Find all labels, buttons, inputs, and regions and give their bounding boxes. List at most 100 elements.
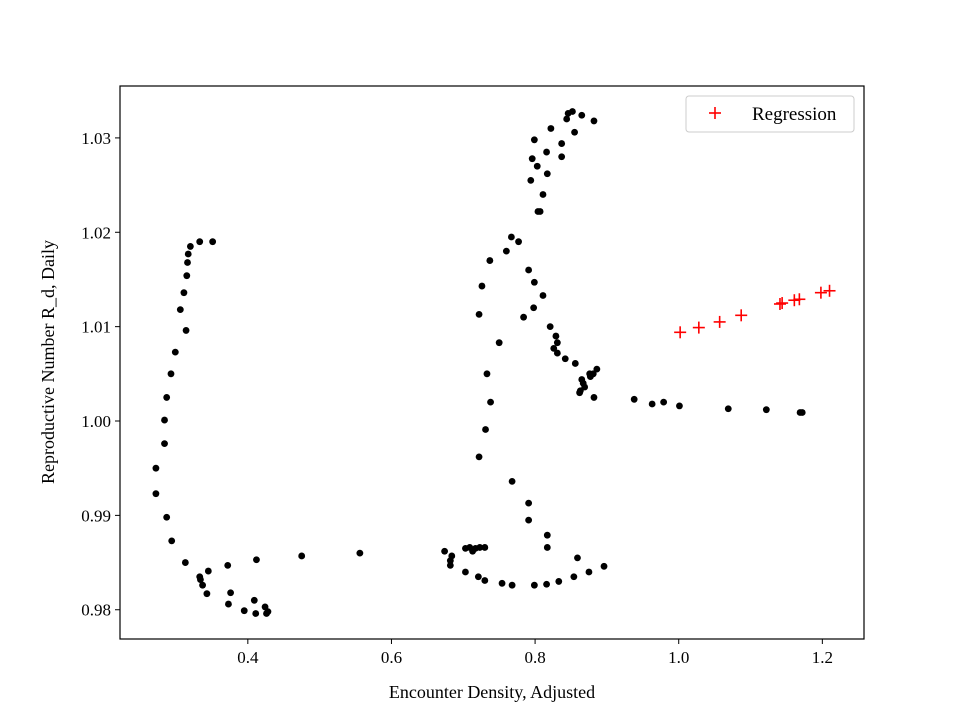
scatter-points xyxy=(152,108,806,617)
plot-area xyxy=(119,85,865,640)
data-point xyxy=(481,577,489,584)
legend-label-regression: Regression xyxy=(752,104,837,125)
data-point xyxy=(550,344,558,352)
y-tick-label: 0.99 xyxy=(81,506,111,525)
data-point xyxy=(252,610,260,617)
data-point xyxy=(530,136,538,144)
legend: Regression xyxy=(685,95,855,133)
x-tick-label: 0.6 xyxy=(381,648,402,667)
data-point xyxy=(553,339,561,347)
y-tick-label: 1.00 xyxy=(81,412,111,431)
data-point xyxy=(558,153,566,161)
data-point xyxy=(520,313,527,321)
data-point xyxy=(552,332,560,340)
data-point xyxy=(570,573,578,581)
regression-point xyxy=(674,326,687,339)
data-point xyxy=(660,398,668,406)
regression-point xyxy=(713,315,726,328)
data-point xyxy=(478,282,486,290)
data-point xyxy=(563,115,571,123)
data-point xyxy=(571,128,578,136)
data-point xyxy=(547,125,555,132)
data-point xyxy=(534,208,542,215)
data-point xyxy=(446,561,454,569)
data-point xyxy=(530,304,538,312)
data-point xyxy=(441,547,449,555)
data-point xyxy=(152,464,160,472)
x-axis-ticks: 0.4 0.6 0.8 1.0 1.2 xyxy=(237,639,833,667)
data-point xyxy=(561,355,569,363)
data-point xyxy=(161,416,168,424)
data-point xyxy=(448,552,456,560)
axes-frame xyxy=(119,85,865,640)
x-tick-label: 0.8 xyxy=(524,648,545,667)
regression-point xyxy=(788,294,801,307)
data-point xyxy=(197,576,204,583)
regression-point xyxy=(793,293,806,306)
data-point xyxy=(533,162,541,170)
data-point xyxy=(525,516,533,524)
data-point xyxy=(586,370,594,378)
x-tick-label: 0.4 xyxy=(237,648,259,667)
data-point xyxy=(171,348,179,356)
data-point xyxy=(648,400,656,408)
data-point xyxy=(253,556,260,564)
data-point xyxy=(486,257,494,264)
data-point xyxy=(495,339,503,347)
regression-point xyxy=(692,321,705,334)
data-point xyxy=(530,581,538,589)
data-point xyxy=(508,478,516,485)
data-point xyxy=(225,600,232,608)
data-point xyxy=(600,562,608,570)
data-point xyxy=(163,394,171,401)
y-tick-label: 1.02 xyxy=(81,223,111,242)
regression-point xyxy=(823,284,836,297)
data-point xyxy=(543,544,551,551)
data-point xyxy=(482,426,489,433)
data-point xyxy=(483,370,491,378)
data-point xyxy=(543,170,551,178)
data-point xyxy=(161,440,168,448)
data-point xyxy=(553,349,561,357)
data-point xyxy=(593,365,601,373)
data-point xyxy=(762,406,770,414)
data-point xyxy=(199,581,206,589)
regression-point xyxy=(735,309,748,322)
data-point xyxy=(476,544,484,551)
data-point xyxy=(502,247,510,255)
data-point xyxy=(250,596,258,604)
y-axis-label: Reproductive Number R_d, Daily xyxy=(38,240,58,484)
data-point xyxy=(527,176,535,184)
x-tick-label: 1.2 xyxy=(812,648,833,667)
data-point xyxy=(525,499,533,507)
data-point xyxy=(558,140,566,147)
data-point xyxy=(546,323,554,331)
data-point xyxy=(475,310,483,318)
data-point xyxy=(576,389,584,397)
data-point xyxy=(168,537,176,545)
data-point xyxy=(203,590,211,598)
data-point xyxy=(204,567,212,575)
data-point xyxy=(182,327,190,334)
x-axis-label: Encounter Density, Adjusted xyxy=(389,682,595,702)
data-point xyxy=(543,580,550,588)
data-point xyxy=(264,608,272,616)
data-point xyxy=(184,250,192,258)
y-tick-label: 0.98 xyxy=(81,601,111,620)
data-point xyxy=(487,398,494,406)
regression-point xyxy=(776,297,789,310)
data-point xyxy=(571,360,579,367)
legend-plus-marker xyxy=(709,107,721,119)
data-point xyxy=(798,409,806,416)
data-point xyxy=(227,589,234,597)
data-point xyxy=(508,581,516,589)
y-axis-ticks: 0.98 0.99 1.00 1.01 1.02 1.03 xyxy=(81,129,120,620)
y-tick-label: 1.01 xyxy=(81,318,111,337)
data-point xyxy=(515,238,522,246)
data-point xyxy=(474,573,482,581)
data-point xyxy=(224,561,232,569)
y-tick-label: 1.03 xyxy=(81,129,111,148)
data-point xyxy=(184,259,191,266)
data-point xyxy=(176,306,184,314)
